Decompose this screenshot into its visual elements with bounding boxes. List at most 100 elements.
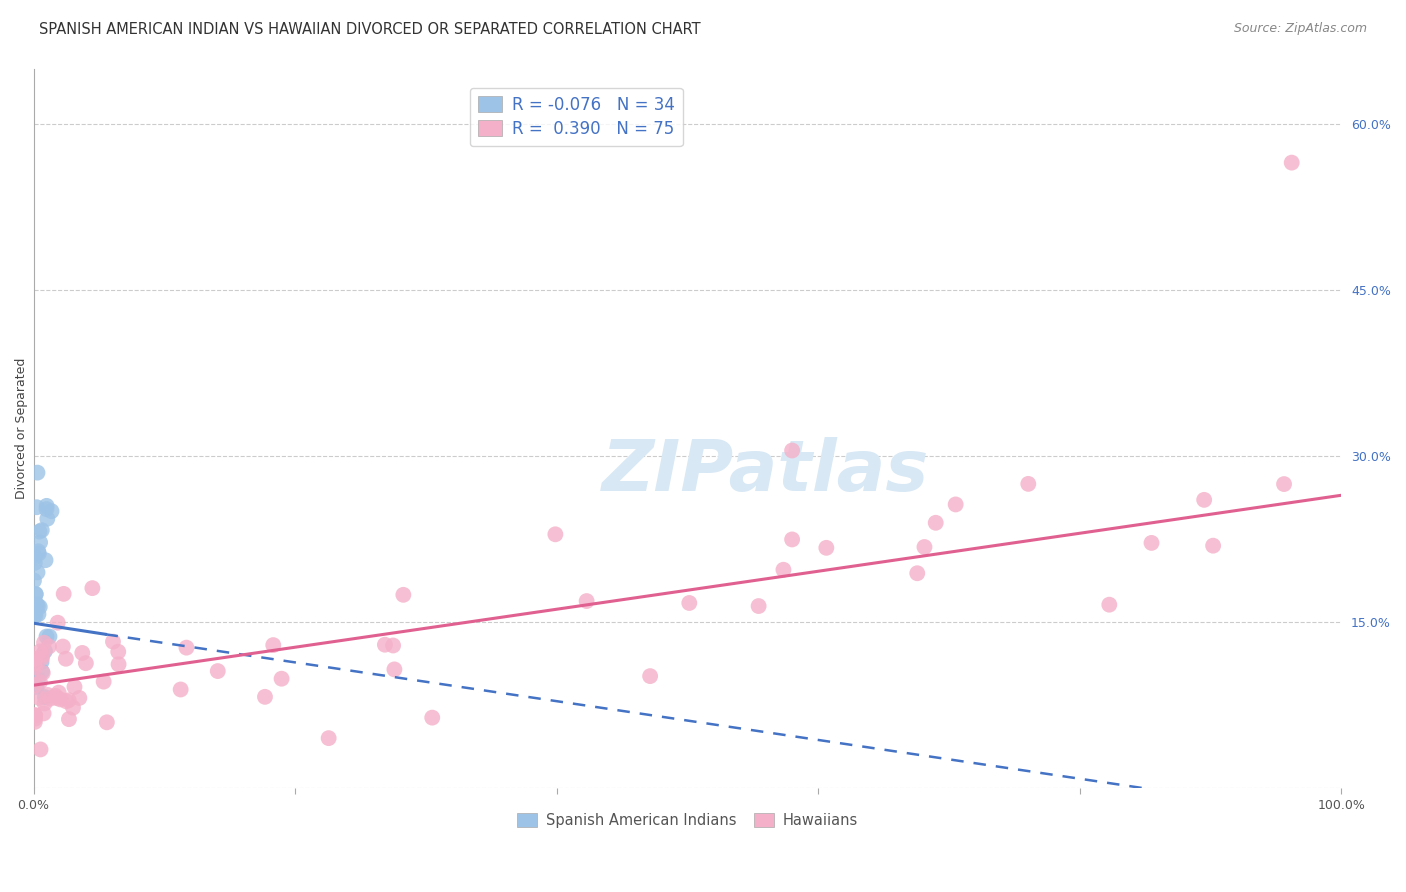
Point [24, 608, 46, 623]
Point [25, 500, 48, 515]
Point [420, 711, 443, 725]
Point [34, 644, 56, 658]
Point [31, 665, 53, 680]
Point [37, 688, 59, 702]
Point [24, 708, 46, 723]
Point [55, 652, 77, 666]
Text: SPANISH AMERICAN INDIAN VS HAWAIIAN DIVORCED OR SEPARATED CORRELATION CHART: SPANISH AMERICAN INDIAN VS HAWAIIAN DIVO… [39, 22, 702, 37]
Point [45, 689, 67, 703]
Point [374, 638, 396, 652]
Point [780, 533, 803, 547]
Point [24, 587, 46, 601]
Point [22, 609, 45, 624]
Point [25, 680, 48, 694]
Point [27, 466, 49, 480]
Point [25, 597, 48, 611]
Point [35, 502, 58, 516]
Point [1140, 536, 1163, 550]
Point [46, 615, 69, 630]
Point [1202, 539, 1225, 553]
Point [24, 661, 46, 675]
Point [382, 639, 405, 653]
Point [34, 553, 56, 567]
Point [24, 714, 46, 729]
Point [72, 646, 94, 660]
Point [38, 640, 60, 654]
Point [31, 523, 53, 537]
Text: Source: ZipAtlas.com: Source: ZipAtlas.com [1233, 22, 1367, 36]
Point [772, 563, 794, 577]
Text: ZIPatlas: ZIPatlas [602, 437, 929, 506]
Point [22, 549, 45, 563]
Point [30, 644, 52, 658]
Point [748, 599, 770, 613]
Point [780, 443, 803, 458]
Legend: Spanish American Indians, Hawaiians: Spanish American Indians, Hawaiians [509, 805, 866, 835]
Point [24, 550, 46, 565]
Point [392, 588, 415, 602]
Point [28, 524, 51, 539]
Point [34, 690, 56, 705]
Point [945, 498, 967, 512]
Point [30, 742, 52, 756]
Point [28, 675, 51, 690]
Point [93, 674, 115, 689]
Point [28, 599, 51, 614]
Point [39, 691, 62, 706]
Point [262, 638, 284, 652]
Point [38, 630, 60, 644]
Point [31, 651, 53, 665]
Point [24, 678, 46, 692]
Point [27, 599, 49, 614]
Point [24, 587, 46, 601]
Point [24, 607, 46, 621]
Point [253, 690, 276, 704]
Point [48, 685, 70, 699]
Point [46, 691, 69, 706]
Point [31, 655, 53, 669]
Point [35, 630, 58, 644]
Point [914, 540, 936, 554]
Point [544, 527, 567, 541]
Point [905, 566, 928, 581]
Point [24, 712, 46, 726]
Point [82, 581, 104, 595]
Point [27, 544, 49, 558]
Point [1017, 476, 1039, 491]
Point [52, 640, 75, 654]
Point [24, 556, 46, 570]
Point [169, 682, 191, 697]
Point [22, 574, 45, 588]
Point [31, 665, 53, 679]
Point [49, 692, 72, 706]
Point [101, 634, 124, 648]
Point [207, 664, 229, 678]
Point [24, 708, 46, 723]
Point [41, 504, 63, 518]
Point [925, 516, 948, 530]
Point [678, 596, 700, 610]
Point [30, 535, 52, 549]
Point [575, 594, 598, 608]
Point [270, 672, 292, 686]
Point [318, 731, 340, 745]
Point [1281, 155, 1303, 169]
Y-axis label: Divorced or Separated: Divorced or Separated [15, 358, 28, 499]
Point [58, 693, 80, 707]
Point [31, 648, 53, 662]
Point [27, 566, 49, 580]
Point [35, 499, 58, 513]
Point [67, 690, 90, 705]
Point [27, 607, 49, 622]
Point [27, 672, 49, 686]
Point [32, 706, 55, 721]
Point [24, 652, 46, 666]
Point [75, 656, 97, 670]
Point [52, 587, 75, 601]
Point [34, 697, 56, 711]
Point [32, 636, 55, 650]
Point [63, 680, 86, 694]
Point [96, 715, 118, 730]
Point [1272, 477, 1295, 491]
Point [176, 640, 198, 655]
